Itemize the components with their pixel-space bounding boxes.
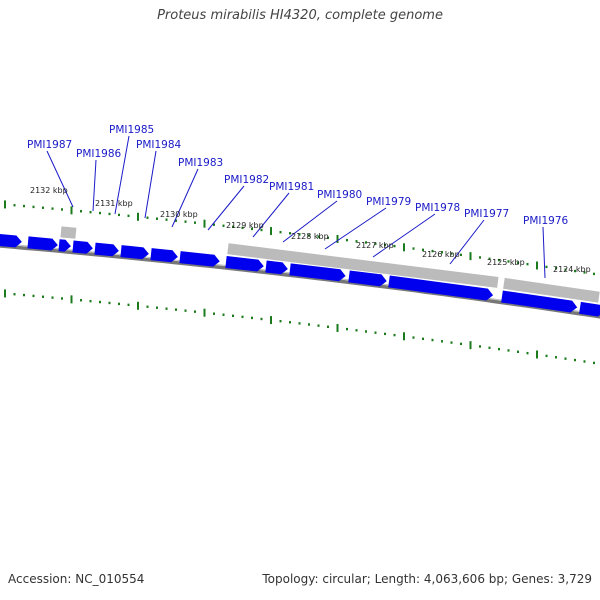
- rna-feature-shape: [503, 277, 600, 303]
- gene-label: PMI1981: [269, 181, 314, 193]
- outer-tick-ring: [4, 200, 595, 276]
- label-leader-line: [282, 200, 338, 243]
- kbp-label: 2124 kbp: [553, 265, 591, 274]
- label-leader-line: [252, 192, 290, 238]
- gene-arrow-shape: [58, 239, 71, 252]
- accession-text: Accession: NC_010554: [8, 572, 145, 586]
- label-leader-line: [324, 207, 387, 250]
- gene-label: PMI1976: [523, 215, 569, 227]
- gene-arrow-shape: [388, 275, 494, 301]
- gene-arrow: [388, 275, 494, 301]
- label-leader-line: [171, 168, 199, 228]
- gene-label: PMI1985: [109, 124, 154, 136]
- gene-arrow: [72, 240, 93, 254]
- rna-feature: [60, 226, 77, 239]
- gene-arrow-shape: [0, 233, 22, 248]
- kbp-label: 2131 kbp: [95, 199, 133, 208]
- gene-label: PMI1982: [224, 174, 269, 186]
- kbp-label: 2132 kbp: [30, 186, 68, 195]
- label-leader-line: [144, 150, 157, 219]
- gene-label: PMI1979: [366, 196, 411, 208]
- label-leader-line: [372, 213, 436, 258]
- gene-arrow-shape: [265, 260, 288, 275]
- gene-label: PMI1977: [464, 208, 509, 220]
- label-leader-line: [207, 185, 245, 231]
- gene-arrow: [58, 239, 71, 252]
- gene-label: PMI1978: [415, 202, 460, 214]
- label-leader-line: [449, 219, 485, 265]
- gene-arrow-shape: [579, 301, 600, 317]
- gene-arrow: [579, 301, 600, 317]
- gene-arrow-shape: [501, 290, 578, 313]
- gene-arrow: [225, 256, 264, 272]
- rna-feature: [227, 243, 499, 288]
- gene-arrow: [179, 251, 220, 267]
- kbp-label: 2130 kbp: [160, 210, 198, 219]
- inner-tick-ring: [4, 289, 595, 365]
- gene-arrow: [289, 263, 346, 282]
- gene-arrow: [27, 236, 58, 251]
- gene-arrow: [94, 242, 119, 257]
- gene-arrow: [265, 260, 288, 275]
- rna-feature: [503, 277, 600, 303]
- gene-arrow-shape: [150, 248, 178, 263]
- gene-arrow-shape: [72, 240, 93, 254]
- rna-feature-shape: [60, 226, 77, 239]
- label-leader-line: [92, 159, 97, 212]
- gene-arrow-shape: [289, 263, 346, 282]
- kbp-label: 2125 kbp: [487, 258, 525, 267]
- gene-arrow-shape: [225, 256, 264, 272]
- kbp-label: 2128 kbp: [291, 232, 329, 241]
- gene-arrow: [348, 270, 387, 287]
- gene-label: PMI1983: [178, 157, 223, 169]
- label-leader-line: [114, 135, 130, 215]
- gene-label: PMI1980: [317, 189, 362, 201]
- gene-arrow-shape: [27, 236, 58, 251]
- gene-label: PMI1986: [76, 148, 122, 160]
- label-leader-line: [542, 226, 546, 279]
- gene-arrow-shape: [179, 251, 220, 267]
- gene-arrow-shape: [348, 270, 387, 287]
- rna-feature-shape: [227, 243, 499, 288]
- feature-track: [0, 226, 600, 317]
- gene-label: PMI1987: [27, 139, 72, 151]
- genome-summary-text: Topology: circular; Length: 4,063,606 bp…: [262, 572, 592, 586]
- gene-arrow: [150, 248, 178, 263]
- kbp-label: 2129 kbp: [226, 221, 264, 230]
- gene-arrow: [120, 245, 149, 260]
- gene-arrow: [501, 290, 578, 313]
- gene-labels: PMI1987PMI1986PMI1985PMI1984PMI1983PMI19…: [27, 124, 569, 227]
- map-title: Proteus mirabilis HI4320, complete genom…: [157, 8, 443, 23]
- gene-arrow-shape: [94, 242, 119, 257]
- gene-label: PMI1984: [136, 139, 182, 151]
- gene-arrow: [0, 233, 22, 248]
- gene-arrow-shape: [120, 245, 149, 260]
- kbp-label: 2126 kbp: [422, 250, 460, 259]
- kbp-labels: 2132 kbp 2131 kbp 2130 kbp 2129 kbp 2128 kbp…: [30, 186, 591, 274]
- label-leaders: [46, 135, 546, 279]
- label-leader-line: [46, 150, 74, 208]
- kbp-label: 2127 kbp: [356, 241, 394, 250]
